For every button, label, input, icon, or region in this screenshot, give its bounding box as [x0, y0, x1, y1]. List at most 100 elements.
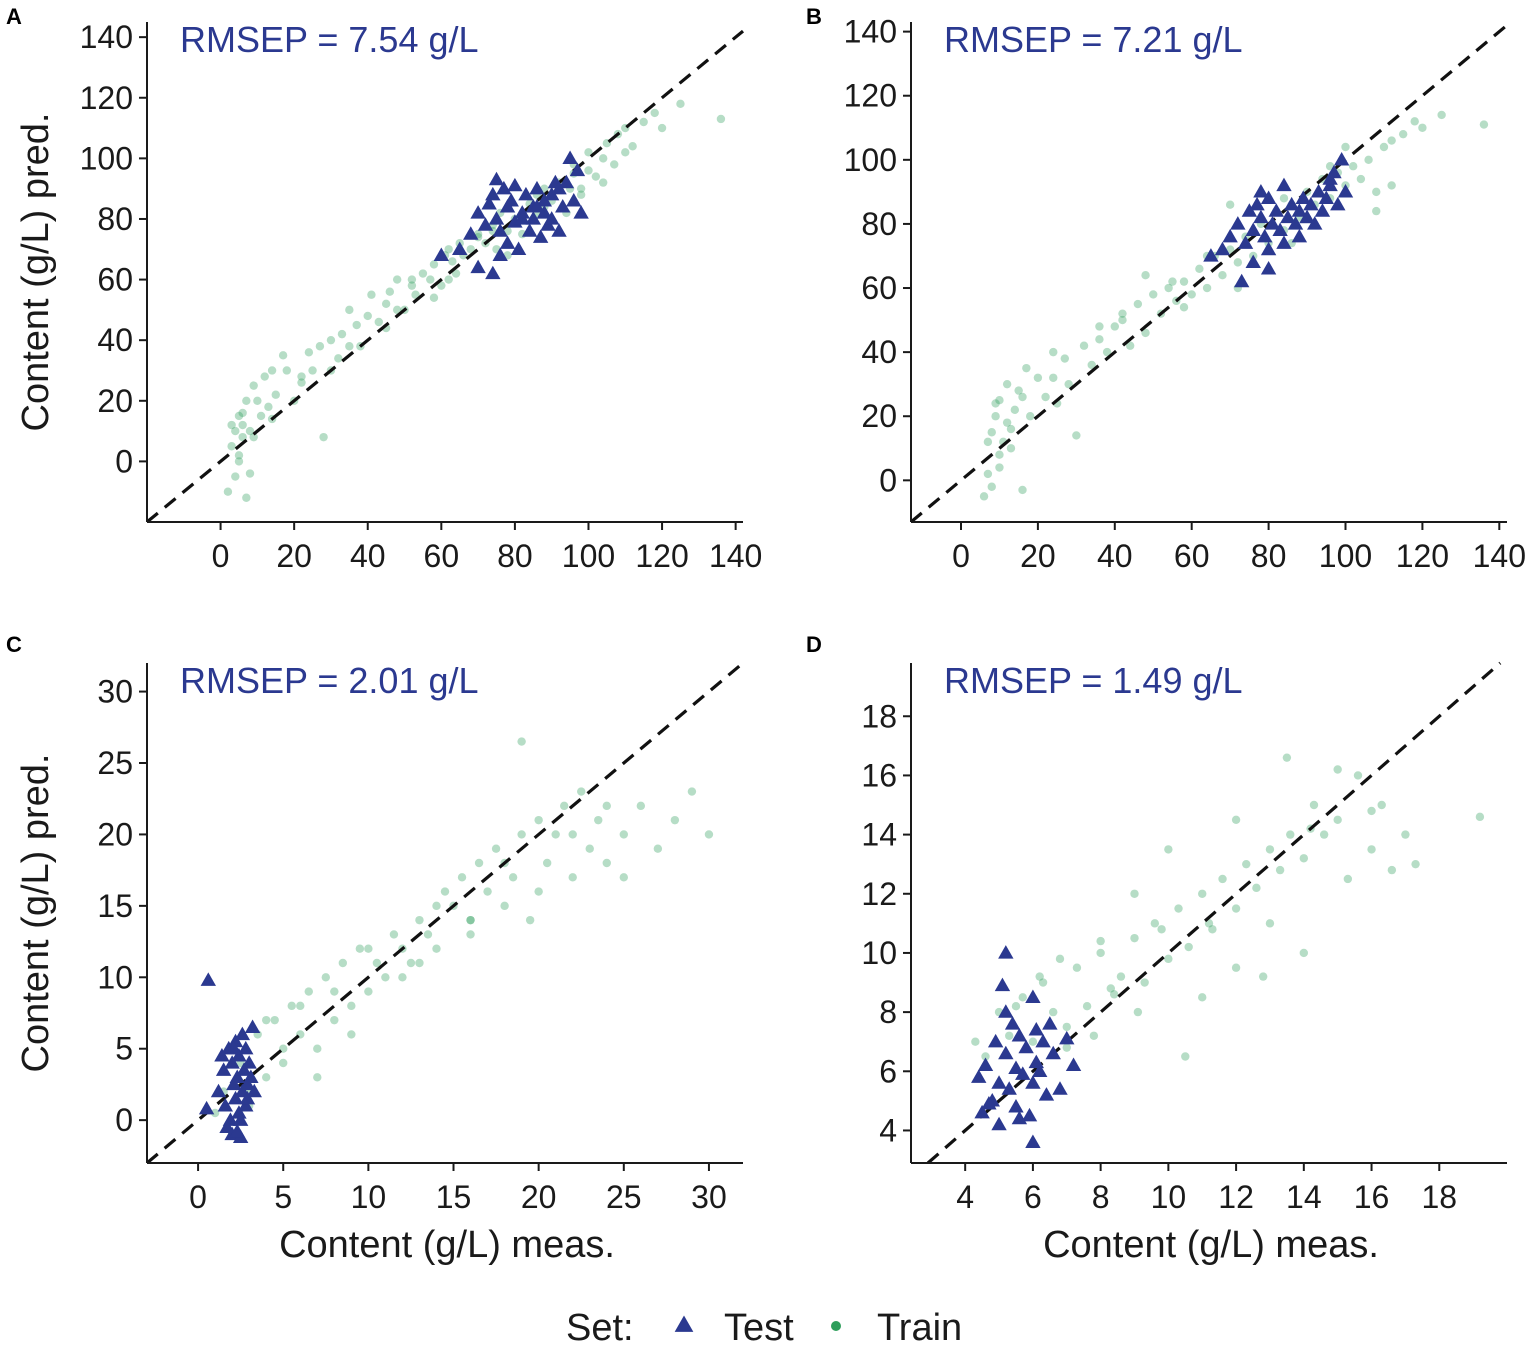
- train-point: [584, 166, 593, 175]
- train-point: [1038, 978, 1048, 987]
- train-point: [1006, 444, 1016, 453]
- train-point: [367, 290, 376, 299]
- train-point: [1198, 993, 1207, 1002]
- x-tick-label: 30: [691, 1179, 727, 1215]
- train-point: [594, 815, 603, 825]
- test-point: [236, 1062, 252, 1076]
- test-point: [1021, 1107, 1038, 1122]
- train-point: [278, 351, 288, 360]
- test-point: [1253, 184, 1269, 198]
- train-point: [1364, 155, 1373, 165]
- train-point: [1082, 1001, 1092, 1011]
- train-point: [551, 830, 560, 839]
- test-point: [532, 229, 549, 243]
- train-point: [576, 184, 586, 193]
- train-point: [227, 420, 236, 430]
- y-tick-label: 25: [97, 745, 133, 781]
- train-point: [1258, 972, 1268, 981]
- test-point: [1015, 1066, 1031, 1080]
- x-tick-label: 40: [350, 538, 386, 574]
- train-point: [238, 432, 247, 442]
- train-point: [457, 873, 467, 882]
- train-point: [716, 114, 726, 124]
- train-point: [448, 257, 457, 266]
- train-point: [444, 275, 453, 284]
- train-point: [345, 305, 354, 315]
- train-point: [1140, 978, 1149, 987]
- test-point: [463, 226, 479, 240]
- train-point: [610, 160, 619, 169]
- train-point: [304, 348, 314, 357]
- train-point: [223, 487, 233, 496]
- test-point: [998, 1045, 1014, 1060]
- y-tick-label: 140: [844, 14, 897, 50]
- train-point: [308, 366, 317, 375]
- x-tick-label: 6: [1024, 1179, 1042, 1215]
- train-point: [1187, 290, 1196, 299]
- test-point: [1322, 171, 1338, 185]
- train-point: [444, 245, 453, 254]
- test-point: [566, 192, 582, 207]
- test-point: [239, 1090, 256, 1105]
- train-point: [639, 117, 648, 127]
- test-point: [529, 180, 545, 195]
- y-tick-label: 5: [115, 1031, 133, 1067]
- train-point: [1011, 1001, 1021, 1011]
- x-tick-label: 60: [424, 538, 460, 574]
- test-point: [231, 1048, 247, 1062]
- identity-line: [147, 29, 745, 522]
- plot-area: [147, 29, 745, 522]
- train-point: [415, 915, 424, 925]
- test-point: [1045, 1045, 1061, 1060]
- train-point: [1353, 771, 1363, 780]
- test-point: [1059, 1030, 1075, 1045]
- train-point: [676, 99, 685, 109]
- y-tick-label: 0: [115, 443, 133, 479]
- test-point: [1004, 1016, 1021, 1030]
- test-point: [1245, 254, 1261, 269]
- train-point: [363, 311, 372, 321]
- test-point: [971, 1069, 987, 1083]
- train-point: [983, 437, 993, 447]
- train-point: [1109, 990, 1119, 999]
- train-point: [407, 275, 417, 284]
- train-point: [619, 873, 628, 882]
- train-point: [1401, 830, 1410, 839]
- test-point: [214, 1048, 230, 1062]
- test-point: [246, 1083, 262, 1098]
- y-tick-label: 0: [879, 462, 897, 498]
- train-point: [432, 944, 441, 953]
- y-tick-label: 80: [861, 206, 897, 242]
- test-point: [224, 1055, 240, 1069]
- train-point: [381, 299, 391, 309]
- test-point: [994, 977, 1011, 992]
- train-point: [1164, 283, 1173, 293]
- train-point: [525, 915, 535, 925]
- test-point: [1237, 235, 1254, 249]
- train-point: [995, 463, 1004, 472]
- train-point: [242, 396, 251, 405]
- train-point: [1479, 120, 1489, 129]
- test-point: [518, 186, 534, 201]
- test-point: [1264, 216, 1281, 230]
- train-point: [704, 830, 714, 839]
- test-point: [981, 1096, 997, 1110]
- test-point: [1203, 248, 1219, 262]
- train-point: [1367, 845, 1376, 854]
- test-point: [1257, 228, 1273, 243]
- train-point: [249, 381, 258, 390]
- test-point: [1295, 190, 1311, 204]
- test-point: [1065, 1057, 1082, 1072]
- test-point: [551, 180, 567, 195]
- train-point: [466, 245, 475, 254]
- train-point: [297, 372, 306, 381]
- train-point: [991, 399, 1000, 408]
- x-tick-label: 8: [1092, 1179, 1110, 1215]
- panel-c: C 0 5 10 15 20 25 30 0 5 10 15 20 25 30 RMSEP = 2.01 g/…: [6, 632, 745, 1266]
- panel-d: D 4 6 8 10 12 14 16 18 4 6 8 10 12 14 16 18 RMSEP = 1.49 …: [806, 632, 1507, 1266]
- test-point: [217, 1098, 234, 1112]
- test-point: [243, 1069, 259, 1083]
- train-point: [1411, 859, 1420, 869]
- train-point: [1141, 328, 1150, 338]
- train-point: [260, 372, 269, 381]
